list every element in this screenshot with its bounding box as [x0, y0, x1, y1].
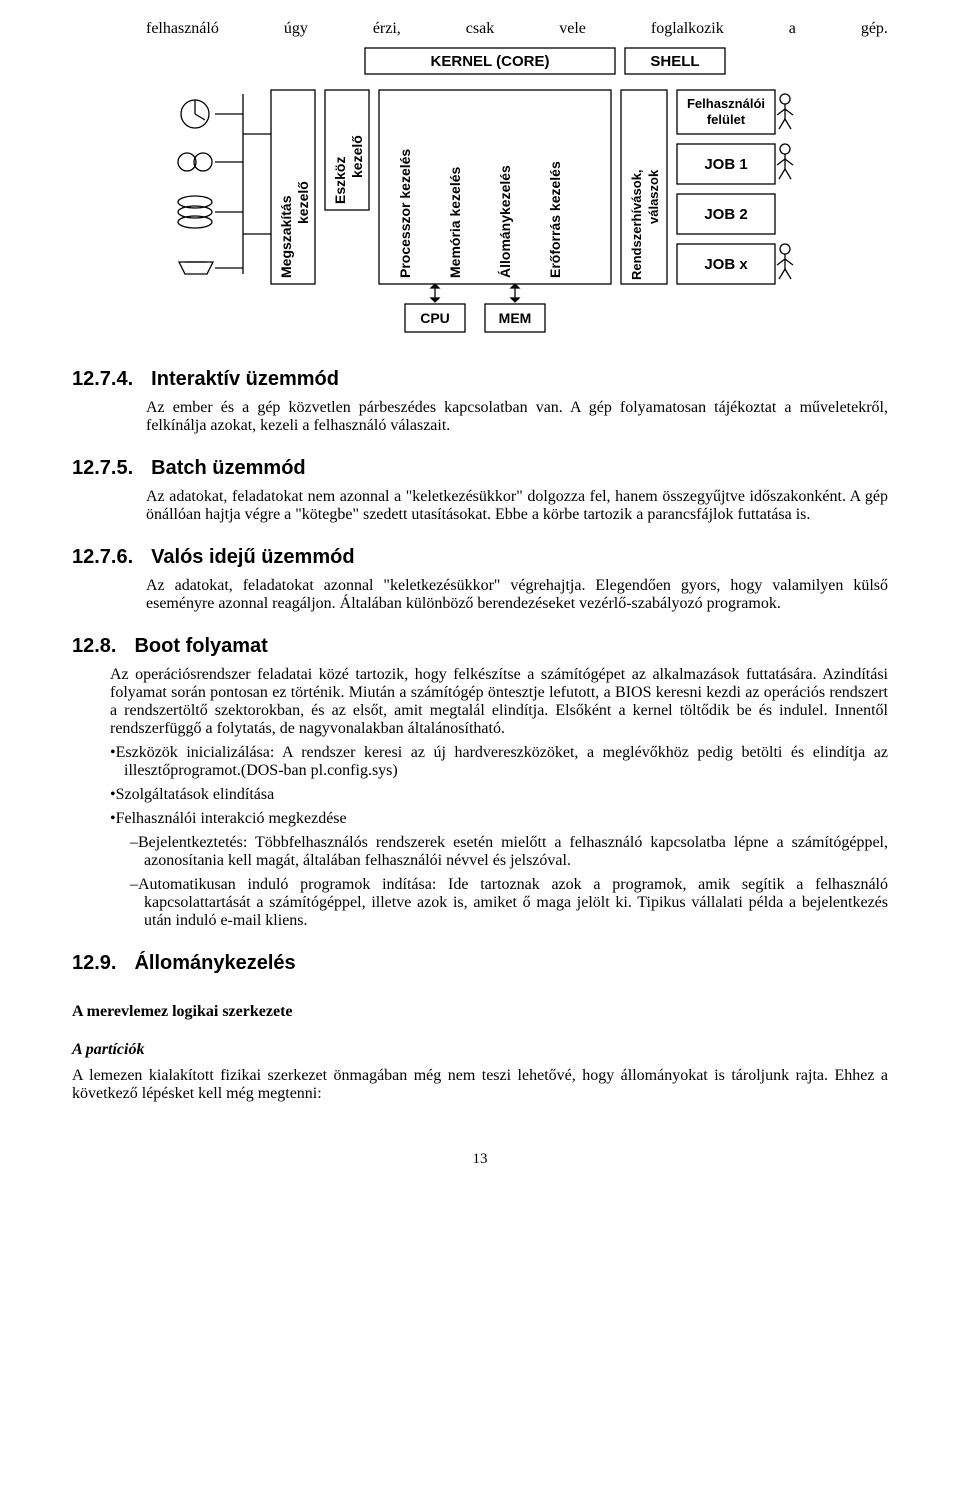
- w: úgy: [284, 20, 308, 38]
- para-1274: Az ember és a gép közvetlen párbeszédes …: [146, 399, 888, 435]
- diag-job2: JOB 2: [704, 206, 747, 223]
- w: csak: [466, 20, 494, 38]
- diag-job1: JOB 1: [704, 156, 747, 173]
- heading-1276: 12.7.6. Valós idejű üzemmód: [72, 546, 888, 569]
- para-1275: Az adatokat, feladatokat nem azonnal a "…: [146, 488, 888, 524]
- bullet-szolgaltatasok: •Szolgáltatások elindítása: [110, 786, 888, 804]
- svg-text:válaszok: válaszok: [646, 169, 661, 224]
- w: gép.: [861, 20, 888, 38]
- page-number: 13: [72, 1151, 888, 1168]
- heading-1275: 12.7.5. Batch üzemmód: [72, 457, 888, 480]
- diag-box-megszakitas-l2: kezelő: [295, 181, 311, 224]
- diag-box-eszkoz-l2: kezelő: [349, 135, 365, 178]
- subheading-merevlemez: A merevlemez logikai szerkezete: [72, 1003, 888, 1021]
- para-128-intro: Az operációsrendszer feladatai közé tart…: [110, 666, 888, 738]
- subheading-particiok: A partíciók: [72, 1041, 888, 1059]
- diag-jobx: JOB x: [704, 256, 748, 273]
- bullet-eszkozok: •Eszközök inicializálása: A rendszer ker…: [110, 744, 888, 780]
- diag-box-megszakitas-l1: Megszakítás: [278, 195, 294, 278]
- bullet-felhasznaloi: •Felhasználói interakció megkezdése: [110, 810, 888, 828]
- diag-mid2: Memória kezelés: [447, 167, 463, 278]
- subbullet-autoindulo: –Automatikusan induló programok indítása…: [130, 876, 888, 930]
- diag-mid4: Erőforrás kezelés: [547, 161, 563, 278]
- heading-title: Boot folyamat: [134, 635, 267, 657]
- w: felhasználó: [146, 20, 219, 38]
- diag-shell-l1: Rendszerhívások,: [629, 169, 644, 280]
- heading-title: Batch üzemmód: [151, 457, 305, 479]
- heading-num: 12.7.6.: [72, 546, 133, 569]
- kernel-shell-diagram: KERNEL (CORE) SHELL Megszak: [72, 44, 888, 344]
- para-final: A lemezen kialakított fizikai szerkezet …: [72, 1067, 888, 1103]
- heading-title: Állománykezelés: [134, 952, 295, 974]
- diag-box-eszkoz-l1: Eszköz: [332, 157, 348, 204]
- shell-label: SHELL: [650, 53, 699, 70]
- w: foglalkozik: [651, 20, 724, 38]
- diag-ui-l2: felület: [707, 112, 746, 127]
- w: vele: [559, 20, 586, 38]
- diag-mem: MEM: [499, 310, 532, 326]
- heading-num: 12.7.5.: [72, 457, 133, 480]
- w: érzi,: [373, 20, 401, 38]
- w: a: [789, 20, 796, 38]
- svg-text:Rendszerhívások,: Rendszerhívások,: [629, 169, 644, 280]
- subbullet-bejelentkeztetes: –Bejelentkeztetés: Többfelhasználós rend…: [130, 834, 888, 870]
- heading-title: Interaktív üzemmód: [151, 368, 339, 390]
- diag-mid1: Processzor kezelés: [397, 149, 413, 278]
- para-1276: Az adatokat, feladatokat azonnal "keletk…: [146, 577, 888, 613]
- diag-cpu: CPU: [420, 310, 450, 326]
- heading-128: 12.8. Boot folyamat: [72, 635, 888, 658]
- svg-text:kezelő: kezelő: [349, 135, 365, 178]
- heading-1274: 12.7.4. Interaktív üzemmód: [72, 368, 888, 391]
- svg-text:kezelő: kezelő: [295, 181, 311, 224]
- svg-text:Megszakítás: Megszakítás: [278, 195, 294, 278]
- heading-num: 12.9.: [72, 952, 116, 975]
- kernel-label: KERNEL (CORE): [431, 53, 550, 70]
- heading-title: Valós idejű üzemmód: [151, 546, 354, 568]
- heading-129: 12.9. Állománykezelés: [72, 952, 888, 975]
- diag-ui-l1: Felhasználói: [687, 96, 765, 111]
- svg-text:Eszköz: Eszköz: [332, 157, 348, 204]
- top-sentence: felhasználó úgy érzi, csak vele foglalko…: [72, 20, 888, 38]
- heading-num: 12.8.: [72, 635, 116, 658]
- diag-mid3: Állománykezelés: [497, 165, 513, 278]
- diag-shell-l2: válaszok: [646, 169, 661, 224]
- heading-num: 12.7.4.: [72, 368, 133, 391]
